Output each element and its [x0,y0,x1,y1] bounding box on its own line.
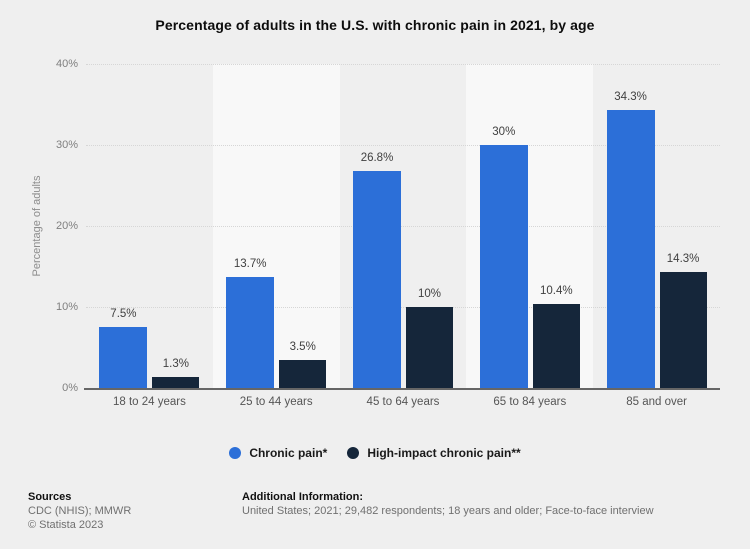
x-axis-label: 45 to 64 years [366,396,440,408]
legend-item-chronic-pain: Chronic pain* [229,446,327,460]
x-axis-line [84,388,720,390]
legend-label: High-impact chronic pain** [367,446,521,460]
x-axis-label: 85 and over [626,396,687,408]
y-axis-tick: 0% [62,382,78,394]
bar-chronic-pain [606,110,655,388]
bar-chronic-pain [479,145,528,388]
bar-value-label: 14.3% [666,253,700,266]
x-axis-label: 25 to 44 years [239,396,313,408]
bar-value-label: 34.3% [614,91,647,104]
gridline [86,145,720,146]
sources-line: CDC (NHIS); MMWR [28,505,132,517]
bar-high-impact-chronic-pain [406,307,453,388]
bar-chronic-pain [226,277,275,388]
chart-title: Percentage of adults in the U.S. with ch… [155,17,595,33]
bar-value-label: 10.4% [539,284,573,297]
bar-high-impact-chronic-pain [152,377,200,388]
gridline [86,226,720,227]
bar-value-label: 10% [417,288,442,300]
legend-label: Chronic pain* [249,446,328,460]
bottom-margin [0,549,750,557]
bar-high-impact-chronic-pain [279,359,327,388]
legend-dot-icon [347,447,360,459]
bar-chronic-pain [99,327,148,388]
bar-value-label: 1.3% [162,358,189,371]
footer-additional-info: Additional Information: United States; 2… [242,490,654,518]
bar-high-impact-chronic-pain [532,303,580,388]
y-axis-tick: 10% [55,301,78,313]
y-axis-tick: 30% [55,139,78,151]
legend: Chronic pain* High-impact chronic pain** [0,446,750,460]
legend-item-high-impact-chronic-pain: High-impact chronic pain** [347,446,521,460]
x-axis-label: 65 to 84 years [493,396,567,408]
bar-value-label: 13.7% [233,258,267,271]
plot-area: 7.5% 1.3% 13.7% 3.5% 26.8% 10% 30% 10.4% 34.3% 14… [84,64,720,390]
additional-info-line: United States; 2021; 29,482 respondents;… [242,505,654,517]
bar-value-label: 3.5% [289,340,316,353]
bar-value-label: 30% [492,126,516,138]
footer-sources: Sources CDC (NHIS); MMWR © Statista 2023 [28,490,131,532]
bar-value-label: 26.8% [360,151,394,164]
y-axis-tick: 40% [55,58,78,70]
gridline [86,64,720,65]
y-axis-tick: 20% [55,220,78,232]
gridline [86,307,720,308]
bar-value-label: 7.5% [110,308,137,321]
legend-dot-icon [229,447,242,459]
copyright-line: © Statista 2023 [28,519,104,531]
x-axis-label: 18 to 24 years [112,396,186,408]
additional-info-label: Additional Information: [242,491,363,503]
sources-label: Sources [28,491,72,503]
bar-high-impact-chronic-pain [659,272,707,388]
bar-chronic-pain [353,170,401,388]
